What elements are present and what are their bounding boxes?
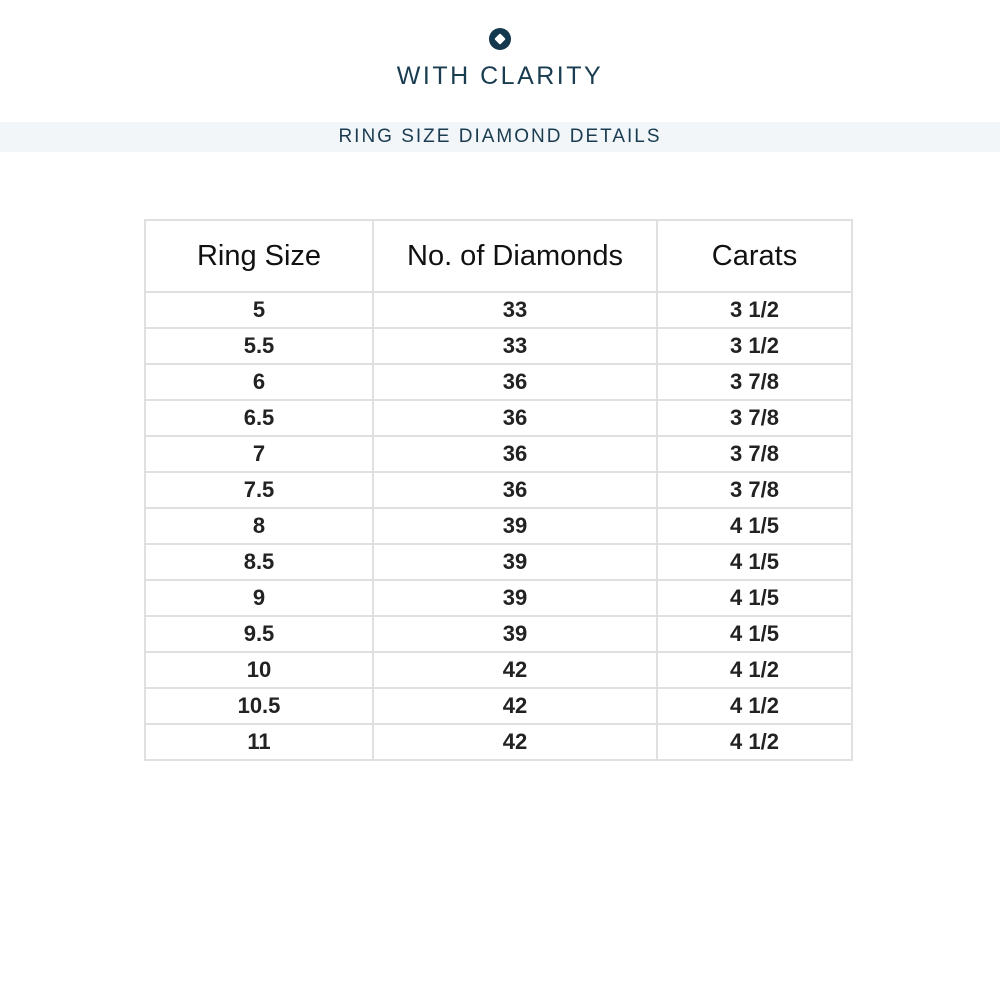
page-title: RING SIZE DIAMOND DETAILS [338,126,662,147]
diamond-count-cell: 36 [372,363,658,401]
ring-size-table: Ring Size No. of Diamonds Carats 5 33 3 1/… [144,219,853,761]
diamond-count-cell: 36 [372,435,658,473]
carats-cell: 4 1/5 [656,543,853,581]
diamond-count-cell: 39 [372,615,658,653]
table-row: 5.5 33 3 1/2 [144,327,853,365]
table-header-row: Ring Size No. of Diamonds Carats [144,219,853,293]
column-header: Ring Size [144,219,374,293]
diamond-count-cell: 36 [372,471,658,509]
table-row: 7 36 3 7/8 [144,435,853,473]
carats-cell: 3 1/2 [656,327,853,365]
carats-cell: 3 7/8 [656,363,853,401]
table-row: 8 39 4 1/5 [144,507,853,545]
ring-size-cell: 6.5 [144,399,374,437]
table-row: 6 36 3 7/8 [144,363,853,401]
table-row: 6.5 36 3 7/8 [144,399,853,437]
carats-cell: 4 1/2 [656,687,853,725]
table-row: 5 33 3 1/2 [144,291,853,329]
table-row: 8.5 39 4 1/5 [144,543,853,581]
carats-cell: 4 1/2 [656,723,853,761]
ring-size-cell: 7 [144,435,374,473]
diamond-count-cell: 42 [372,651,658,689]
brand-name: WITH CLARITY [396,62,604,90]
ring-size-cell: 10 [144,651,374,689]
column-header: Carats [656,219,853,293]
diamond-count-cell: 42 [372,723,658,761]
table-row: 9.5 39 4 1/5 [144,615,853,653]
carats-cell: 4 1/5 [656,579,853,617]
diamond-count-cell: 39 [372,507,658,545]
table-row: 7.5 36 3 7/8 [144,471,853,509]
ring-size-cell: 9.5 [144,615,374,653]
table-row: 10 42 4 1/2 [144,651,853,689]
carats-cell: 3 1/2 [656,291,853,329]
carats-cell: 3 7/8 [656,471,853,509]
carats-cell: 4 1/2 [656,651,853,689]
ring-size-cell: 9 [144,579,374,617]
carats-cell: 3 7/8 [656,435,853,473]
carats-cell: 4 1/5 [656,615,853,653]
ring-size-cell: 6 [144,363,374,401]
carats-cell: 3 7/8 [656,399,853,437]
subtitle-band: RING SIZE DIAMOND DETAILS [0,122,1000,152]
ring-size-cell: 11 [144,723,374,761]
diamond-count-cell: 39 [372,579,658,617]
diamond-count-cell: 39 [372,543,658,581]
ring-size-cell: 5 [144,291,374,329]
carats-cell: 4 1/5 [656,507,853,545]
diamond-circle-icon [489,28,511,50]
ring-size-cell: 10.5 [144,687,374,725]
table-row: 10.5 42 4 1/2 [144,687,853,725]
table-row: 11 42 4 1/2 [144,723,853,761]
ring-size-cell: 7.5 [144,471,374,509]
column-header: No. of Diamonds [372,219,658,293]
ring-size-cell: 8.5 [144,543,374,581]
diamond-count-cell: 33 [372,327,658,365]
diamond-count-cell: 33 [372,291,658,329]
diamond-count-cell: 42 [372,687,658,725]
ring-size-cell: 5.5 [144,327,374,365]
diamond-count-cell: 36 [372,399,658,437]
ring-size-cell: 8 [144,507,374,545]
table-row: 9 39 4 1/5 [144,579,853,617]
